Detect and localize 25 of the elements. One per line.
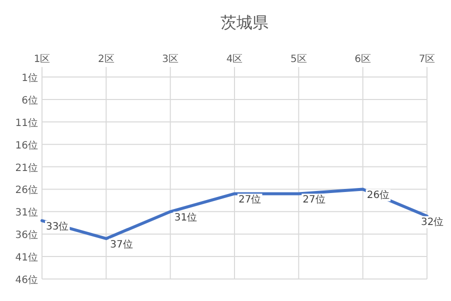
- y-tick-label: 21位: [15, 162, 38, 174]
- x-tick-label: 3区: [162, 54, 179, 65]
- x-tick-label: 5区: [290, 54, 307, 65]
- y-tick-label: 1位: [22, 72, 38, 84]
- data-label: 31位: [174, 212, 198, 224]
- y-tick-label: 11位: [15, 116, 38, 129]
- y-tick-label: 41位: [15, 252, 38, 264]
- data-label: 27位: [302, 194, 326, 206]
- data-label: 27位: [238, 194, 262, 206]
- x-tick-label: 6区: [354, 54, 372, 65]
- data-label: 32位: [421, 216, 444, 228]
- data-label: 26位: [366, 189, 390, 202]
- chart-title: 茨城県: [220, 13, 268, 32]
- y-tick-label: 6位: [22, 94, 38, 106]
- data-label: 37位: [110, 238, 133, 251]
- y-tick-label: 36位: [15, 229, 38, 242]
- data-label: 33位: [46, 220, 69, 233]
- y-tick-label: 31位: [15, 206, 38, 219]
- y-tick-label: 16位: [15, 139, 38, 152]
- y-tick-label: 46位: [15, 274, 38, 286]
- x-tick-label: 7区: [418, 54, 436, 65]
- x-tick-label: 4区: [226, 54, 243, 65]
- x-tick-label: 1区: [34, 54, 50, 65]
- y-tick-label: 26位: [15, 184, 38, 196]
- x-tick-label: 2区: [98, 54, 114, 65]
